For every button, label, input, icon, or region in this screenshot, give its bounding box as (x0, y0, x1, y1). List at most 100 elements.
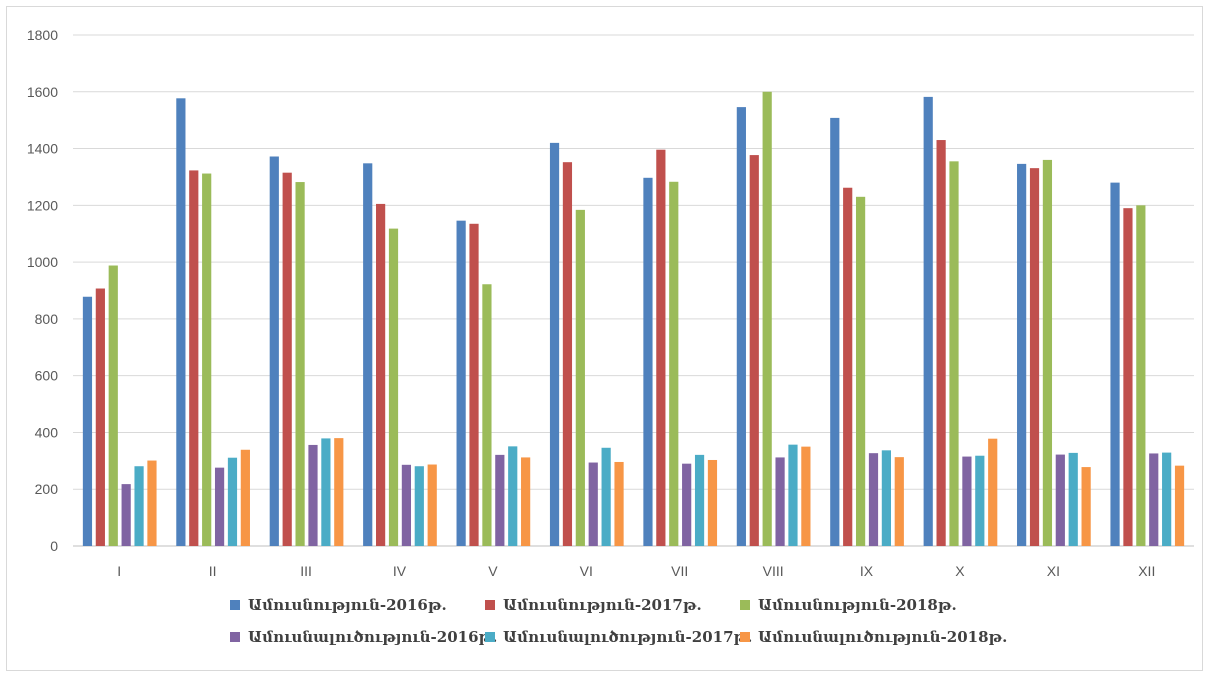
legend-label: Ամուսնություն-2018թ. (758, 596, 957, 614)
bar-X-series-6 (988, 438, 998, 546)
bar-VI-series-3 (575, 209, 585, 546)
legend-item: Ամուսնություն-2017թ. (485, 596, 740, 614)
bar-IV-series-6 (427, 464, 437, 546)
x-tick-label: II (209, 563, 217, 579)
y-tick-label: 1600 (27, 84, 58, 100)
legend-item: Ամուսնություն-2016թ. (230, 596, 485, 614)
bar-X-series-2 (936, 140, 946, 547)
x-tick-label: VI (580, 563, 593, 579)
legend-swatch (230, 600, 240, 610)
legend-label: Ամուսնալուծություն-2017թ. (503, 628, 753, 646)
bar-II-series-4 (214, 467, 225, 546)
bar-III-series-5 (321, 438, 331, 546)
bar-IV-series-1 (363, 163, 373, 546)
y-tick-label: 600 (35, 368, 59, 384)
bar-VII-series-3 (669, 181, 679, 546)
y-tick-label: 800 (35, 311, 59, 327)
bar-XII-series-5 (1162, 452, 1172, 546)
y-tick-label: 1800 (27, 27, 58, 43)
bar-XII-series-2 (1123, 208, 1133, 546)
bar-IV-series-3 (388, 228, 399, 546)
legend-label: Ամուսնալուծություն-2016թ. (248, 628, 498, 646)
legend-item: Ամուսնալուծություն-2017թ. (485, 628, 752, 646)
y-tick-label: 1000 (27, 254, 58, 270)
bar-VII-series-4 (682, 463, 692, 546)
bar-VI-series-6 (614, 461, 624, 546)
bar-II-series-5 (227, 457, 238, 546)
bar-V-series-5 (508, 446, 518, 546)
x-tick-label: V (488, 563, 498, 579)
gridlines (73, 34, 1194, 547)
bar-V-series-6 (521, 457, 531, 546)
bar-VII-series-1 (643, 177, 653, 546)
legend-swatch (485, 600, 495, 610)
legend-label: Ամուսնություն-2016թ. (248, 596, 447, 614)
bar-X-series-5 (975, 455, 985, 546)
bar-III-series-2 (282, 172, 292, 547)
x-tick-label: X (955, 563, 965, 579)
bar-VII-series-6 (707, 459, 718, 546)
bar-I-series-6 (147, 460, 157, 546)
bar-VI-series-2 (562, 162, 573, 546)
x-tick-label: IV (393, 563, 407, 579)
bar-IX-series-4 (868, 453, 879, 546)
bar-IX-series-5 (881, 450, 891, 546)
bar-I-series-4 (121, 484, 131, 546)
bar-V-series-1 (456, 220, 466, 546)
bar-VIII-series-5 (788, 444, 798, 546)
x-tick-label: XII (1138, 563, 1155, 579)
bar-VII-series-2 (656, 149, 666, 547)
bar-VIII-series-3 (762, 91, 772, 547)
x-tick-label: III (300, 563, 312, 579)
bar-XI-series-1 (1017, 163, 1027, 546)
bar-III-series-6 (334, 438, 344, 546)
bar-II-series-1 (176, 98, 186, 546)
bar-I-series-3 (108, 265, 118, 546)
x-tick-label: VII (671, 563, 688, 579)
bar-IV-series-2 (376, 203, 386, 547)
bar-IX-series-3 (855, 196, 866, 547)
y-tick-label: 400 (35, 424, 59, 440)
legend-swatch (485, 632, 495, 642)
x-axis-ticks: I II III IV V VI VII VIII IX X XI XII (117, 563, 1155, 579)
x-tick-label: IX (860, 563, 874, 579)
bar-II-series-2 (189, 170, 199, 547)
y-tick-label: 200 (35, 481, 59, 497)
bar-VIII-series-2 (749, 155, 759, 546)
legend: Ամուսնություն-2016թ. Ամուսնություն-2017թ.… (230, 596, 1050, 646)
bar-II-series-3 (202, 173, 212, 546)
y-tick-label: 1200 (27, 197, 58, 213)
bar-I-series-2 (95, 288, 105, 546)
legend-item: Ամուսնալուծություն-2018թ. (740, 628, 1040, 646)
bar-XII-series-6 (1174, 465, 1185, 546)
bar-IV-series-5 (414, 466, 424, 546)
bar-XI-series-2 (1029, 168, 1040, 546)
y-axis-ticks: 0 200 400 600 800 1000 1200 1400 1600 1800 (27, 27, 58, 554)
bar-XII-series-3 (1136, 205, 1146, 547)
bar-III-series-1 (269, 156, 279, 546)
bar-III-series-4 (308, 444, 318, 546)
bar-VIII-series-1 (736, 107, 746, 546)
bar-X-series-1 (923, 96, 933, 546)
bar-V-series-3 (482, 284, 492, 546)
bar-IX-series-2 (843, 187, 853, 546)
bar-VI-series-4 (588, 462, 598, 546)
bar-VI-series-5 (601, 447, 611, 546)
x-tick-label: I (117, 563, 121, 579)
y-tick-label: 1400 (27, 141, 58, 157)
bar-XI-series-5 (1068, 452, 1078, 546)
bar-XI-series-4 (1055, 454, 1065, 546)
bar-III-series-3 (295, 182, 305, 546)
bar-II-series-6 (240, 449, 250, 546)
bar-VIII-series-6 (801, 446, 811, 546)
legend-item: Ամուսնալուծություն-2016թ. (230, 628, 497, 646)
bar-VIII-series-4 (775, 457, 785, 546)
bar-I-series-1 (82, 296, 93, 546)
bar-XI-series-3 (1042, 159, 1053, 546)
legend-label: Ամուսնալուծություն-2018թ. (758, 628, 1008, 646)
legend-item: Ամուսնություն-2018թ. (740, 596, 1040, 614)
x-tick-label: VIII (763, 563, 784, 579)
bar-V-series-4 (495, 454, 505, 546)
bar-XII-series-1 (1110, 182, 1120, 546)
bar-VII-series-5 (694, 454, 705, 546)
